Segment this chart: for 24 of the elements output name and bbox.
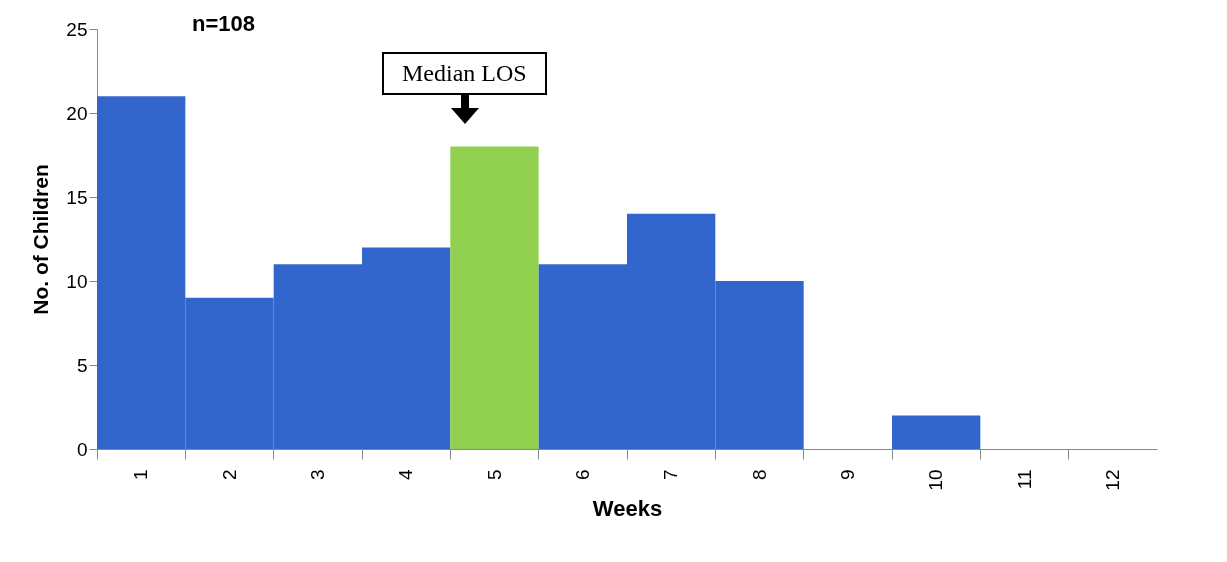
x-tick-label: 10 [925,469,947,491]
y-tick-label: 10 [66,270,88,292]
x-tick-label: 11 [1013,469,1035,490]
x-tick-label: 7 [660,469,682,481]
bar [450,146,539,449]
y-axis-title: No. of Children [29,164,53,315]
y-tick-label: 5 [76,354,88,376]
annotation: n=108 [192,11,255,37]
x-tick-label: 8 [748,469,770,481]
y-tick-label: 0 [76,438,88,460]
x-tick-label: 6 [571,469,593,481]
x-tick-label: 2 [218,469,240,481]
annotation: Median LOS [382,51,547,95]
x-axis-title: Weeks [592,495,663,521]
bar [892,415,981,449]
y-tick-label: 20 [66,102,88,124]
x-tick-label: 9 [836,469,858,481]
x-tick-label: 12 [1101,469,1123,491]
x-tick-label: 3 [306,469,328,481]
y-tick-label: 15 [66,186,88,208]
x-tick-label: 1 [130,469,152,481]
x-tick-label: 4 [395,469,417,481]
y-tick-label: 25 [66,18,88,40]
x-tick-label: 5 [483,469,505,481]
